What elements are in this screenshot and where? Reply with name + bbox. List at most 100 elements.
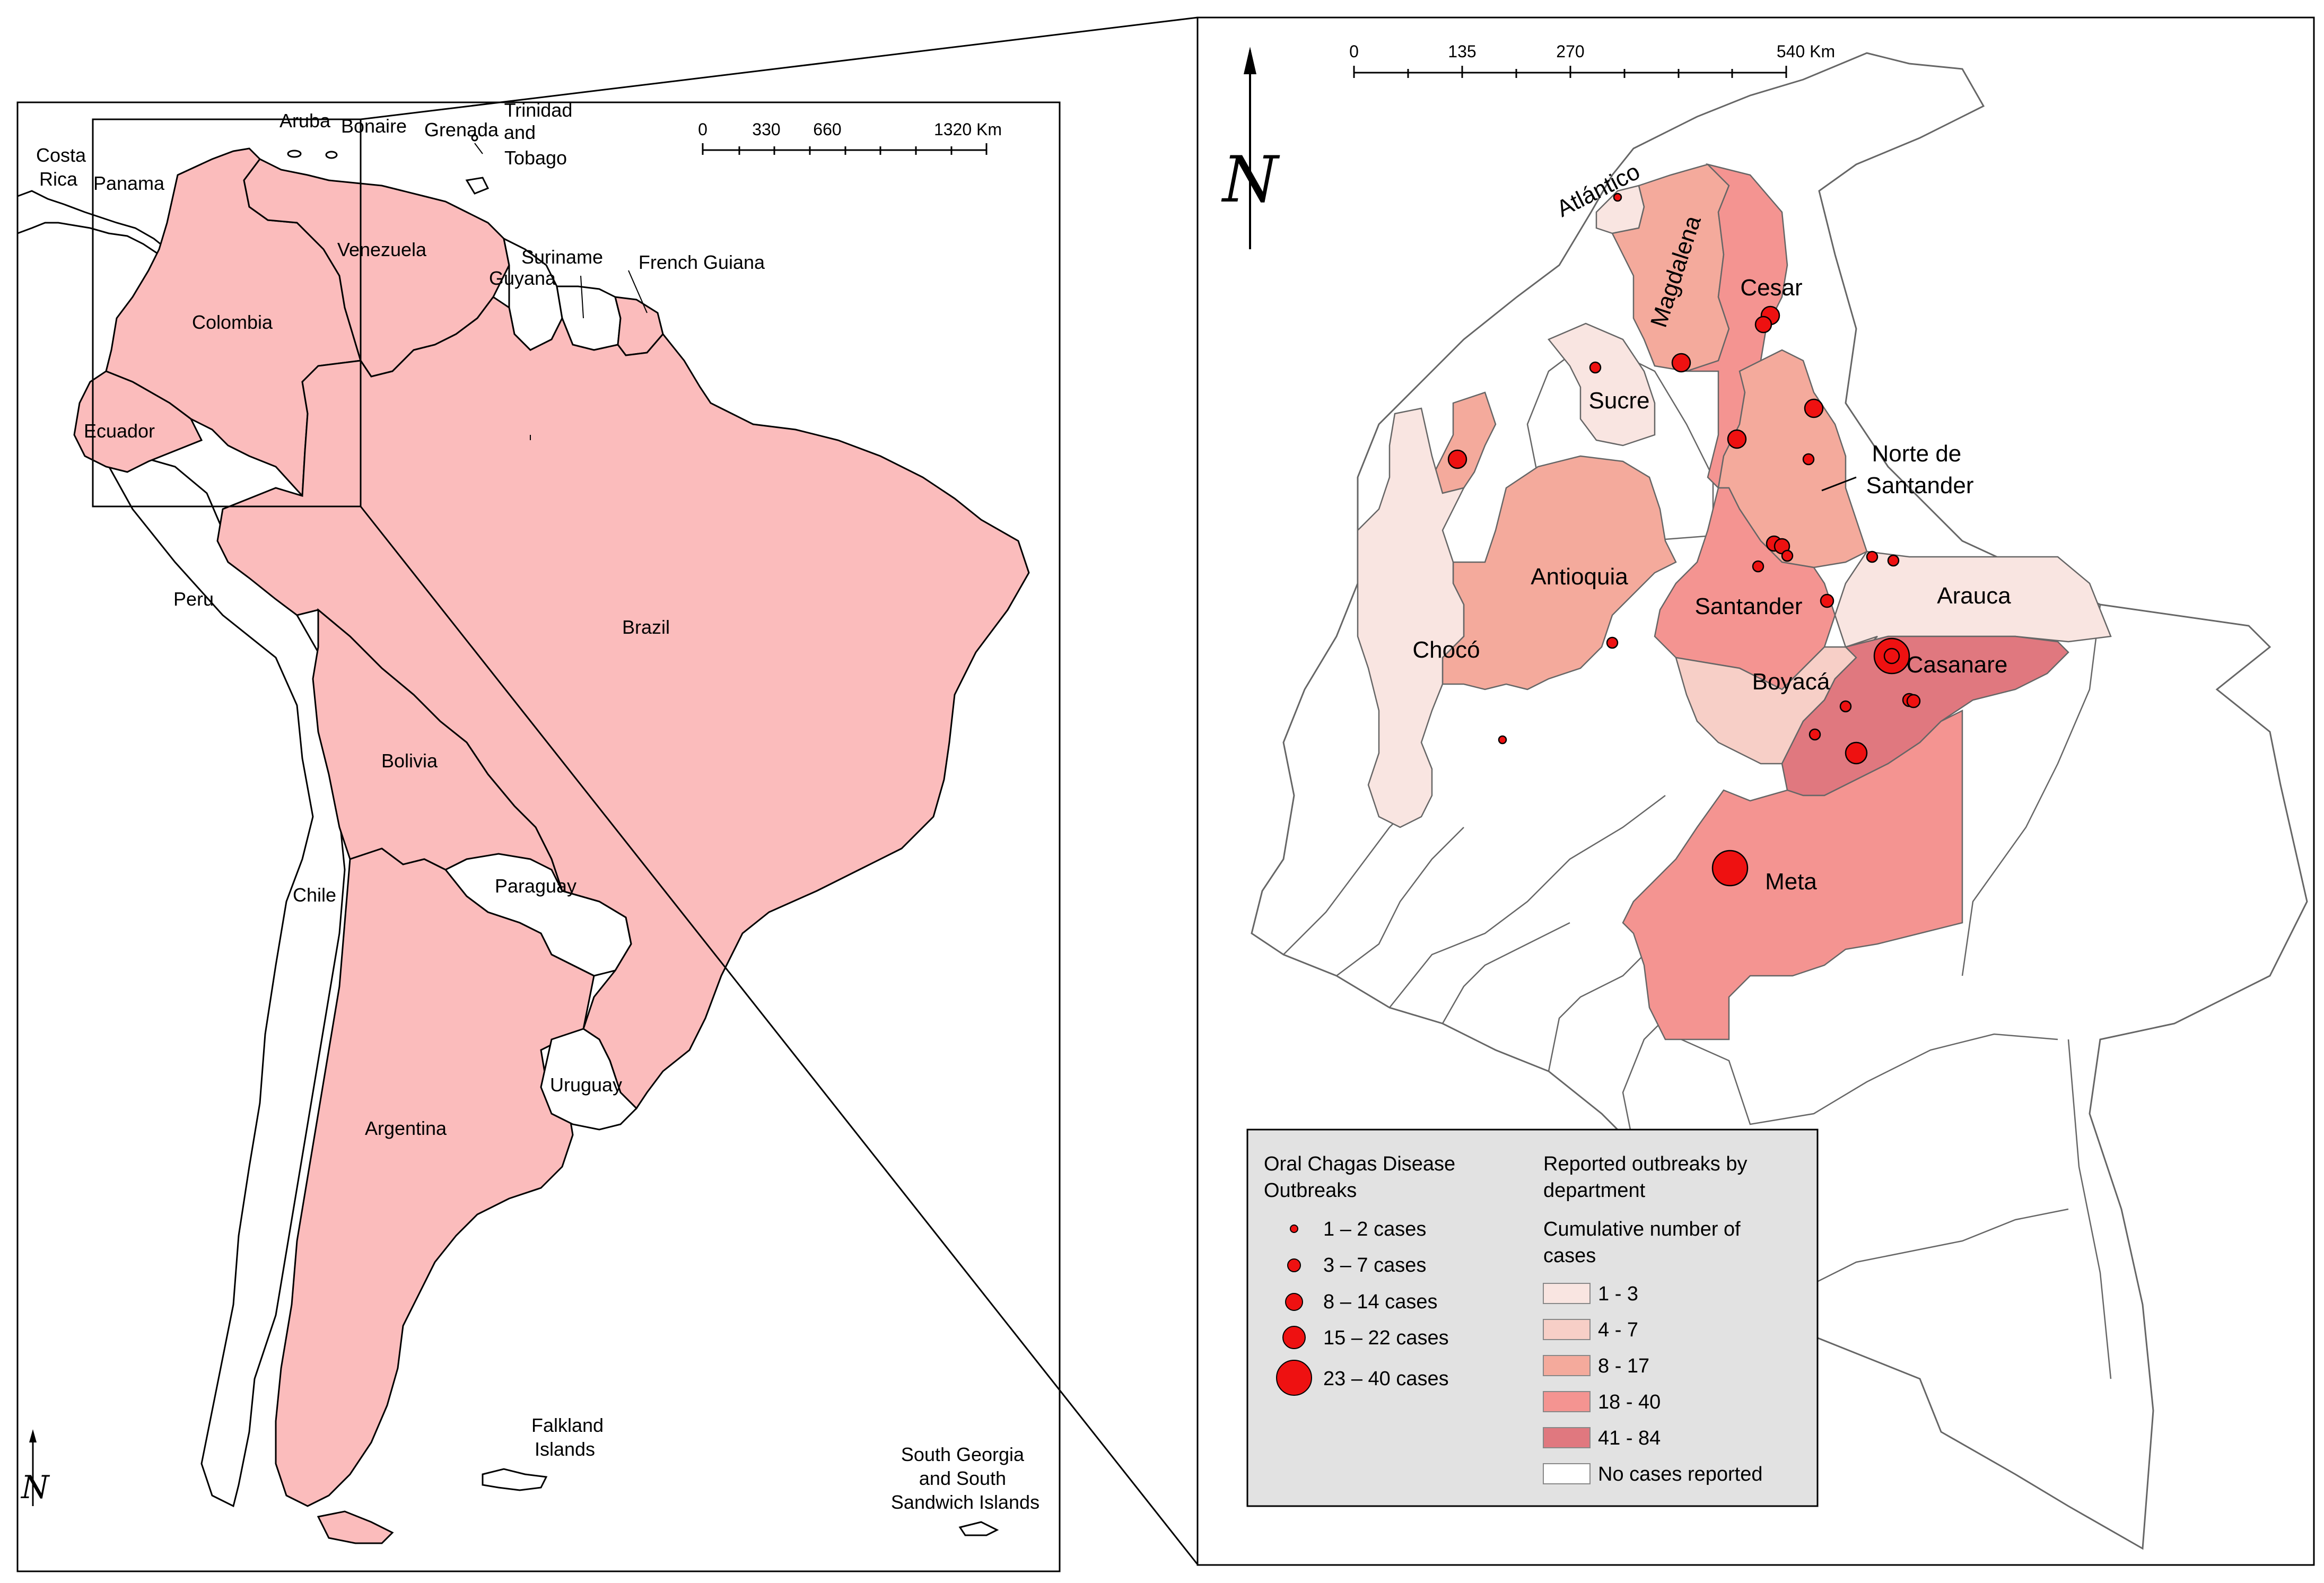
label-french-guiana: French Guiana <box>639 251 765 273</box>
legend-dot-8-14 <box>1285 1293 1303 1311</box>
left-north-arrow-icon: N <box>20 1429 50 1506</box>
label-santander: Santander <box>1694 593 1802 619</box>
dept-norte-santander <box>1717 349 1868 569</box>
label-casanare: Casanare <box>1907 652 2008 678</box>
label-guyana: Guyana <box>489 267 556 289</box>
legend-outbreak-class: 1 – 2 cases <box>1323 1218 1426 1240</box>
dept-meta <box>1622 709 1963 1040</box>
label-choco: Chocó <box>1412 637 1480 663</box>
outbreak-dot <box>1781 549 1794 562</box>
svg-text:N: N <box>20 1469 50 1506</box>
left-scalebar <box>702 143 988 155</box>
legend-outbreak-class: 8 – 14 cases <box>1323 1291 1437 1313</box>
legend-swatch-no-cases <box>1543 1463 1591 1484</box>
norte-santander-leader <box>1821 476 1857 492</box>
outbreak-dot <box>1906 694 1921 709</box>
legend-outbreaks-title: Oral Chagas Disease Outbreaks <box>1264 1153 1461 1202</box>
outbreak-dot <box>1754 316 1772 334</box>
label-ecuador: Ecuador <box>84 420 155 442</box>
falkland-islands-shape <box>482 1468 548 1491</box>
uruguay-shape <box>540 1028 638 1131</box>
label-bolivia: Bolivia <box>381 750 438 772</box>
legend-swatch-4-7 <box>1543 1319 1591 1340</box>
legend-cumulative-title: Cumulative number of cases <box>1543 1218 1746 1267</box>
legend-choropleth-class: 4 - 7 <box>1598 1319 1638 1341</box>
legend-outbreak-class: 15 – 22 cases <box>1323 1327 1449 1349</box>
outbreak-dot <box>1752 560 1764 573</box>
legend-choropleth-class: 1 - 3 <box>1598 1283 1638 1305</box>
south-america-map: 0 330 660 1320 Km N Costa Rica Panama Ar… <box>16 99 1061 1572</box>
legend-swatch-41-84 <box>1543 1427 1591 1448</box>
argentina-shape <box>275 847 595 1507</box>
outbreak-dot <box>1727 429 1747 449</box>
left-scale-tick-0: 0 <box>698 120 707 139</box>
right-scale-tick-135: 135 <box>1448 42 1476 61</box>
legend-choropleth-class: No cases reported <box>1598 1463 1763 1485</box>
label-aruba: Aruba <box>279 110 331 132</box>
legend-swatch-1-3 <box>1543 1283 1591 1304</box>
right-scalebar <box>1353 66 1787 78</box>
left-scale-tick-660: 660 <box>813 120 841 139</box>
label-sucre: Sucre <box>1589 388 1650 414</box>
label-boyaca: Boyacá <box>1752 669 1830 695</box>
legend-choropleth-class: 18 - 40 <box>1598 1391 1661 1413</box>
outbreak-dot <box>1839 700 1852 713</box>
label-meta: Meta <box>1765 869 1817 895</box>
outbreak-dot <box>1671 353 1691 373</box>
label-argentina: Argentina <box>365 1117 447 1139</box>
outbreak-dot <box>1711 850 1749 887</box>
outbreak-dot <box>1606 636 1619 649</box>
legend-box <box>1246 1129 1819 1507</box>
right-north-arrow-icon: N <box>1221 47 1280 249</box>
outbreak-dot <box>1808 728 1821 741</box>
outbreak-dot <box>1820 593 1834 608</box>
legend-dot-23-40 <box>1276 1360 1312 1396</box>
label-venezuela: Venezuela <box>337 239 427 260</box>
legend-departments-title: Reported outbreaks by department <box>1543 1153 1753 1202</box>
outbreak-dots <box>1447 193 1921 887</box>
legend-outbreak-class: 3 – 7 cases <box>1323 1254 1426 1276</box>
dept-choco <box>1357 407 1465 828</box>
legend-dot-1-2 <box>1290 1225 1298 1233</box>
label-suriname: Suriname <box>521 246 603 268</box>
brazil-shape <box>216 295 1030 1110</box>
department-borders <box>1283 338 2112 1379</box>
outbreak-dot <box>1873 637 1910 675</box>
legend-choropleth-class: 8 - 17 <box>1598 1355 1649 1377</box>
outbreak-dot <box>1845 741 1868 765</box>
left-leader-lines <box>474 143 648 440</box>
label-paraguay: Paraguay <box>495 875 576 897</box>
label-falkland-islands: Falkland Islands <box>531 1414 609 1460</box>
label-grenada: Grenada <box>424 119 499 141</box>
left-scale-tick-1320: 1320 Km <box>934 120 1002 139</box>
dept-sucre <box>1547 322 1656 447</box>
svg-text:N: N <box>1221 143 1280 217</box>
label-chile: Chile <box>293 884 336 906</box>
right-scale-tick-270: 270 <box>1556 42 1584 61</box>
colombia-map: Atlántico Magdalena Cesar Sucre Norte de… <box>1196 16 2315 1566</box>
zoom-connector-lines <box>360 16 1199 1565</box>
legend-swatch-8-17 <box>1543 1355 1591 1376</box>
dept-cesar <box>1686 163 1788 489</box>
outbreak-dot <box>1802 453 1815 466</box>
label-south-georgia: South Georgia and South Sandwich Islands <box>891 1444 1039 1513</box>
outbreak-dot <box>1804 398 1824 418</box>
label-cesar: Cesar <box>1740 275 1802 301</box>
outbreak-dot <box>1447 449 1467 469</box>
outbreak-dot <box>1589 361 1602 374</box>
ecuador-shape <box>73 370 203 473</box>
outbreak-dot <box>1498 735 1507 745</box>
legend-swatch-18-40 <box>1543 1391 1591 1412</box>
label-costa-rica: Costa Rica <box>36 144 91 190</box>
tierra-del-fuego-shape <box>317 1510 394 1544</box>
legend-dot-3-7 <box>1287 1258 1301 1272</box>
outbreak-dot <box>1883 648 1900 664</box>
label-antioquia: Antioquia <box>1531 564 1628 590</box>
label-uruguay: Uruguay <box>550 1074 622 1096</box>
label-trinidad-and-tobago: Trinidad and Tobago <box>504 99 578 169</box>
right-scale-tick-540: 540 Km <box>1777 42 1835 61</box>
legend-dot-15-22 <box>1282 1326 1306 1349</box>
label-peru: Peru <box>173 588 214 610</box>
label-brazil: Brazil <box>622 616 670 638</box>
extent-rectangle <box>92 118 362 508</box>
